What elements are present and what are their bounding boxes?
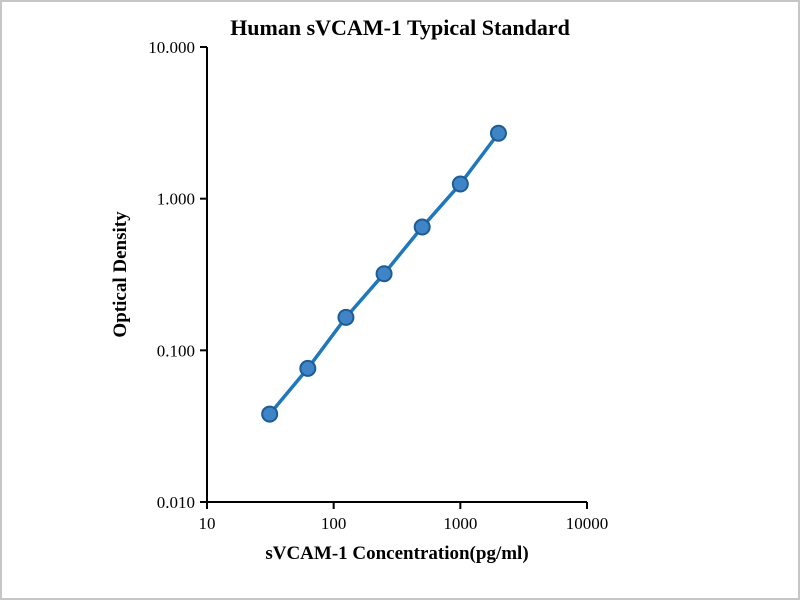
chart-title: Human sVCAM-1 Typical Standard xyxy=(230,15,570,40)
y-tick-label: 1.000 xyxy=(157,190,195,209)
x-tick-label: 100 xyxy=(321,514,347,533)
x-tick-label: 10 xyxy=(199,514,216,533)
y-tick-label: 10.000 xyxy=(148,38,195,57)
y-tick-label: 0.100 xyxy=(157,341,195,360)
data-point xyxy=(261,405,279,423)
x-axis-label: sVCAM-1 Concentration(pg/ml) xyxy=(265,543,528,564)
data-point xyxy=(451,175,469,193)
data-point xyxy=(413,218,431,236)
x-tick-label: 10000 xyxy=(566,514,609,533)
data-point xyxy=(489,124,507,142)
data-point xyxy=(337,308,355,326)
plot-area: 10 100 1000 10000 10.000 1.000 0.100 0.010 xyxy=(148,38,608,533)
x-tick-label: 1000 xyxy=(443,514,477,533)
y-axis-label: Optical Density xyxy=(110,211,131,338)
data-point xyxy=(375,265,393,283)
data-point xyxy=(299,359,317,377)
y-tick-label: 0.010 xyxy=(157,493,195,512)
